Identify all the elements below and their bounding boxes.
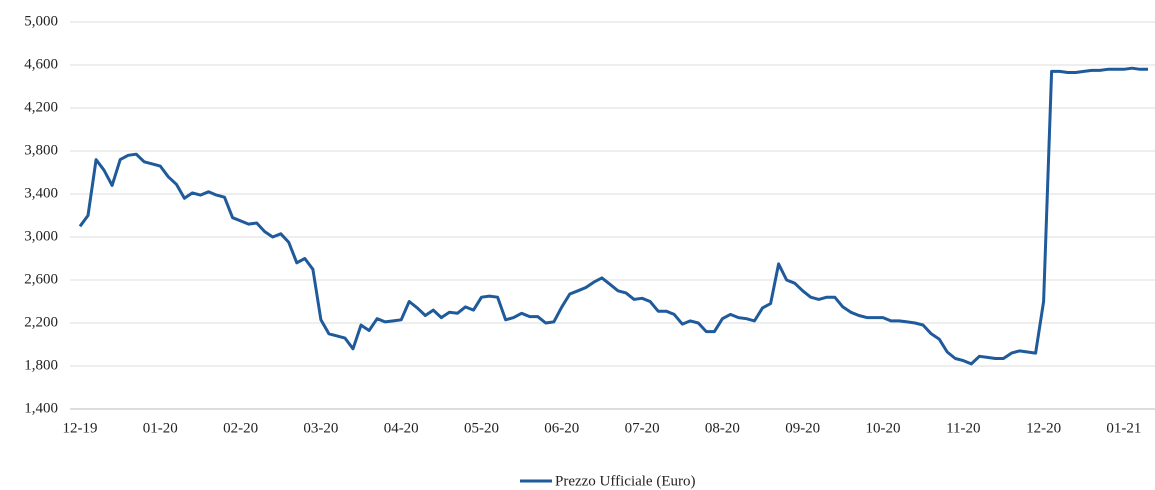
x-tick-label: 12-20	[1026, 420, 1061, 436]
x-tick-label: 04-20	[384, 420, 419, 436]
price-line	[78, 66, 1148, 366]
x-tick-label: 01-20	[143, 420, 178, 436]
y-tick-label: 3,400	[24, 185, 58, 201]
x-tick-label: 02-20	[223, 420, 258, 436]
x-tick-label: 11-20	[946, 420, 980, 436]
y-tick-label: 1,800	[24, 357, 58, 373]
y-tick-label: 4,600	[24, 56, 58, 72]
x-tick-label: 10-20	[866, 420, 901, 436]
legend-label: Prezzo Ufficiale (Euro)	[555, 473, 696, 489]
x-tick-label: 12-19	[63, 420, 98, 436]
x-tick-label: 09-20	[785, 420, 820, 436]
x-tick-label: 08-20	[705, 420, 740, 436]
y-tick-label: 5,000	[24, 13, 58, 29]
y-tick-label: 1,400	[24, 400, 58, 416]
x-tick-label: 05-20	[464, 420, 499, 436]
x-tick-label: 07-20	[625, 420, 660, 436]
y-tick-label: 3,000	[24, 228, 58, 244]
x-tick-label: 01-21	[1106, 420, 1141, 436]
y-tick-label: 3,800	[24, 142, 58, 158]
y-tick-label: 2,600	[24, 271, 58, 287]
y-tick-label: 2,200	[24, 314, 58, 330]
y-tick-label: 4,200	[24, 99, 58, 115]
x-tick-label: 03-20	[303, 420, 338, 436]
x-tick-label: 06-20	[544, 420, 579, 436]
